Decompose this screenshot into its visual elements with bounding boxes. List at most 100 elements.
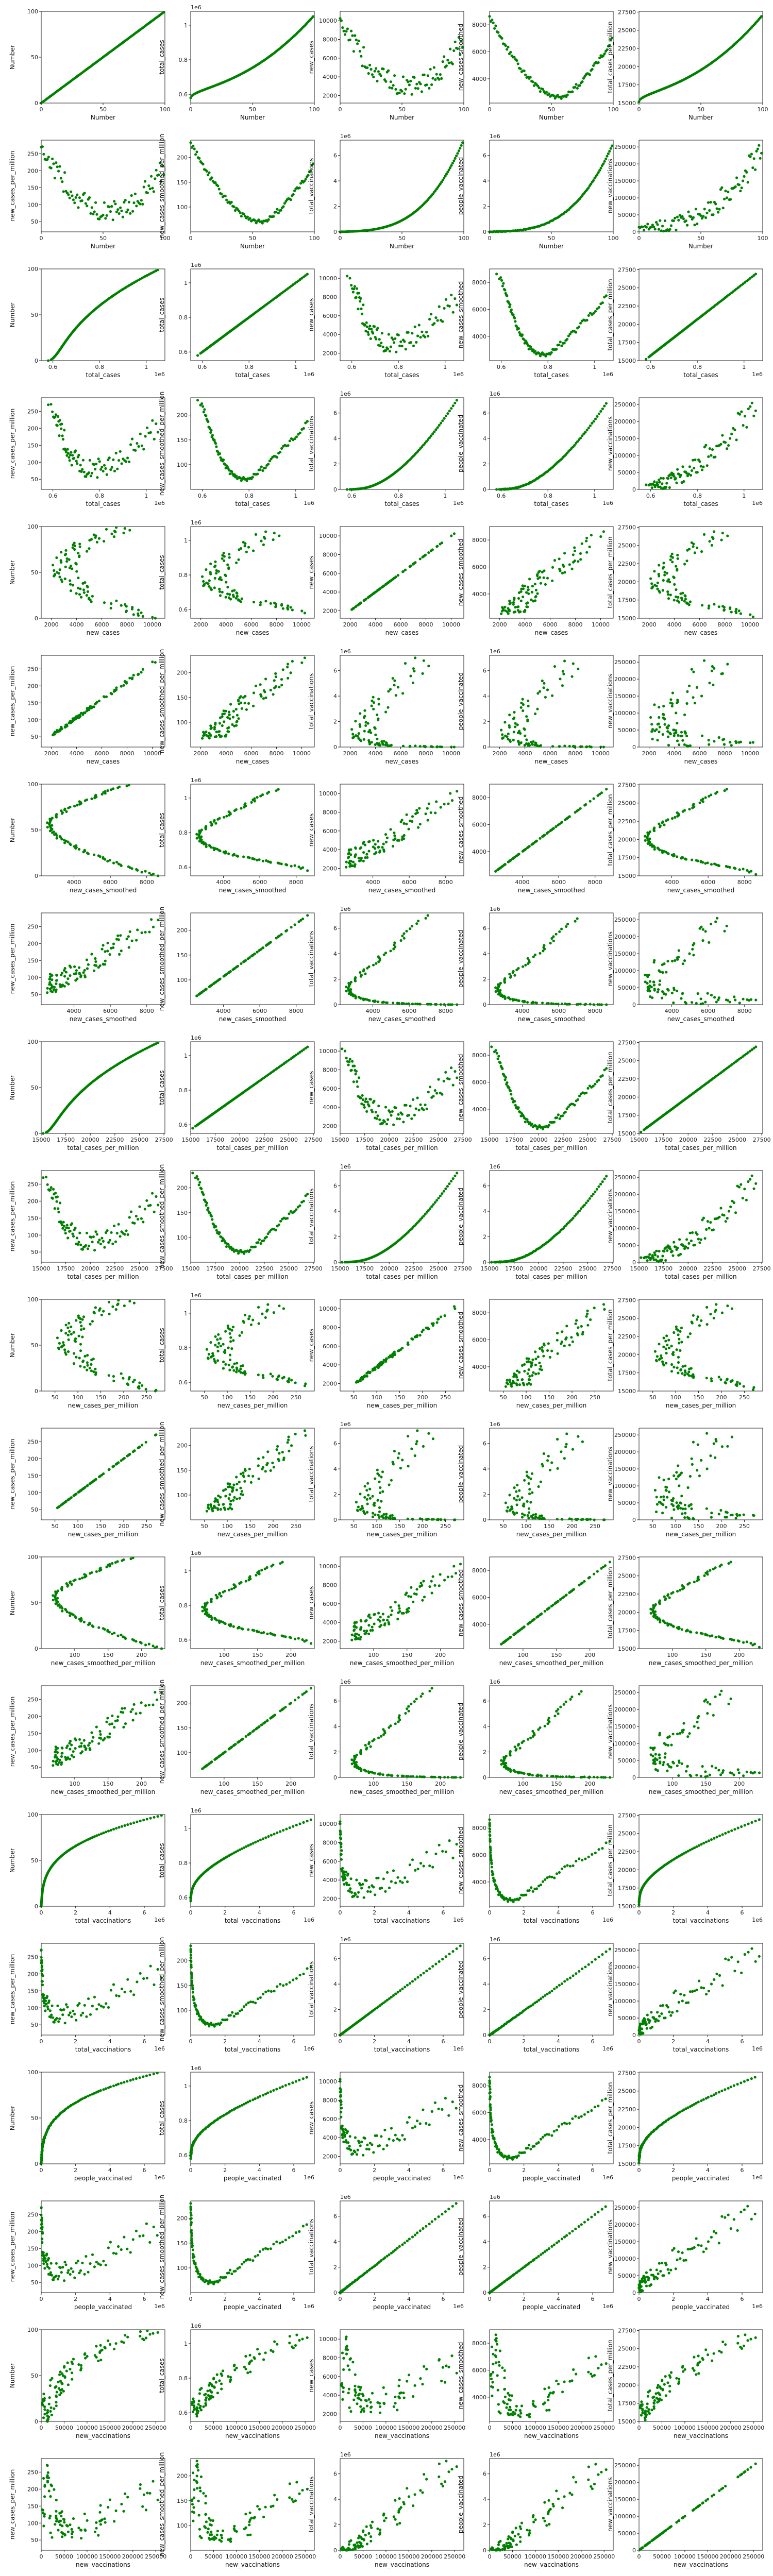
x-tick-label: 2000 xyxy=(343,621,358,628)
data-point xyxy=(706,992,709,995)
data-point xyxy=(306,869,309,872)
data-point xyxy=(544,583,547,586)
data-point xyxy=(435,73,438,76)
data-point xyxy=(394,88,397,91)
y-tick-label: 0 xyxy=(333,1002,337,1008)
data-point xyxy=(687,210,690,213)
data-point xyxy=(430,313,433,316)
y-tick-label: 6000 xyxy=(472,49,486,56)
x-axis-label: new_cases_smoothed xyxy=(667,1015,735,1023)
data-point xyxy=(70,190,73,193)
data-point xyxy=(351,864,354,867)
y-tick-label: 100 xyxy=(27,717,38,723)
x-tick-label: 8000 xyxy=(737,879,752,886)
y-axis-label: new_cases_per_million xyxy=(9,924,16,994)
data-point xyxy=(514,722,517,725)
data-point xyxy=(661,971,664,974)
data-point xyxy=(112,946,115,949)
data-point xyxy=(575,1003,578,1006)
data-point xyxy=(303,656,307,659)
x-axis-label: new_cases_smoothed xyxy=(368,1015,436,1023)
y-tick-label: 150 xyxy=(177,179,188,186)
data-point xyxy=(601,301,604,304)
data-point xyxy=(409,341,412,344)
data-point xyxy=(594,417,597,420)
data-point xyxy=(66,448,69,451)
data-point xyxy=(127,946,130,949)
y-axis-label: new_cases_smoothed_per_million xyxy=(158,392,165,496)
data-point xyxy=(58,165,61,168)
data-point xyxy=(754,409,757,412)
data-point xyxy=(676,468,679,471)
data-point xyxy=(532,84,535,87)
y-tick-label: 200 xyxy=(27,425,38,432)
data-point xyxy=(139,432,142,435)
data-point xyxy=(494,986,497,989)
x-axis-label: new_cases xyxy=(236,758,270,765)
data-point xyxy=(701,798,704,801)
data-point xyxy=(345,986,348,989)
data-point xyxy=(205,988,208,991)
data-point xyxy=(411,925,414,928)
y-tick-label: 0.6 xyxy=(179,349,188,355)
data-point xyxy=(391,87,394,90)
data-point xyxy=(394,694,398,697)
data-point xyxy=(384,952,388,955)
data-point xyxy=(566,817,569,820)
data-point xyxy=(671,817,674,820)
data-point xyxy=(98,460,101,463)
data-point xyxy=(660,229,663,232)
data-point xyxy=(700,550,703,553)
data-point xyxy=(708,682,711,685)
x-axis-label: Number xyxy=(390,243,414,250)
data-point xyxy=(590,534,593,537)
data-point xyxy=(426,819,429,822)
data-point xyxy=(48,975,52,978)
data-point xyxy=(78,848,81,851)
x-tick-label: 0 xyxy=(40,235,43,242)
data-point xyxy=(273,679,276,682)
data-point xyxy=(123,527,126,530)
data-point xyxy=(729,606,732,609)
data-point xyxy=(88,597,91,600)
data-point xyxy=(70,464,73,467)
data-point xyxy=(594,310,597,313)
data-point xyxy=(599,166,602,170)
data-point xyxy=(198,829,201,833)
data-point xyxy=(379,344,382,347)
data-point xyxy=(430,549,433,552)
y-exponent-label: 1e6 xyxy=(191,4,201,11)
data-point xyxy=(407,827,410,831)
data-point xyxy=(716,917,719,920)
data-point xyxy=(79,464,82,467)
data-point xyxy=(734,610,737,613)
data-point xyxy=(52,734,55,737)
data-point xyxy=(414,812,417,815)
axes-frame xyxy=(340,784,464,876)
data-point xyxy=(751,615,754,618)
data-point xyxy=(66,977,70,980)
data-point xyxy=(521,333,524,336)
data-point xyxy=(512,601,515,604)
y-tick-label: 50 xyxy=(31,569,38,576)
data-point xyxy=(112,861,115,865)
data-point xyxy=(267,942,271,945)
data-point xyxy=(662,992,665,995)
data-point xyxy=(367,850,371,853)
data-point xyxy=(669,594,672,597)
data-point xyxy=(699,997,702,1001)
y-tick-label: 8000 xyxy=(323,294,337,300)
y-tick-label: 250000 xyxy=(614,144,636,150)
data-point xyxy=(674,816,677,819)
y-tick-label: 17500 xyxy=(618,855,636,861)
data-point xyxy=(699,214,702,217)
data-point xyxy=(60,973,63,976)
y-tick-label: 4000 xyxy=(472,591,486,598)
data-point xyxy=(128,460,131,464)
x-tick-label: 6000 xyxy=(95,750,109,757)
data-point xyxy=(209,562,212,565)
data-point xyxy=(589,424,592,427)
data-point xyxy=(384,833,388,836)
data-point xyxy=(673,853,676,856)
x-axis-label: total_cases xyxy=(235,500,270,507)
